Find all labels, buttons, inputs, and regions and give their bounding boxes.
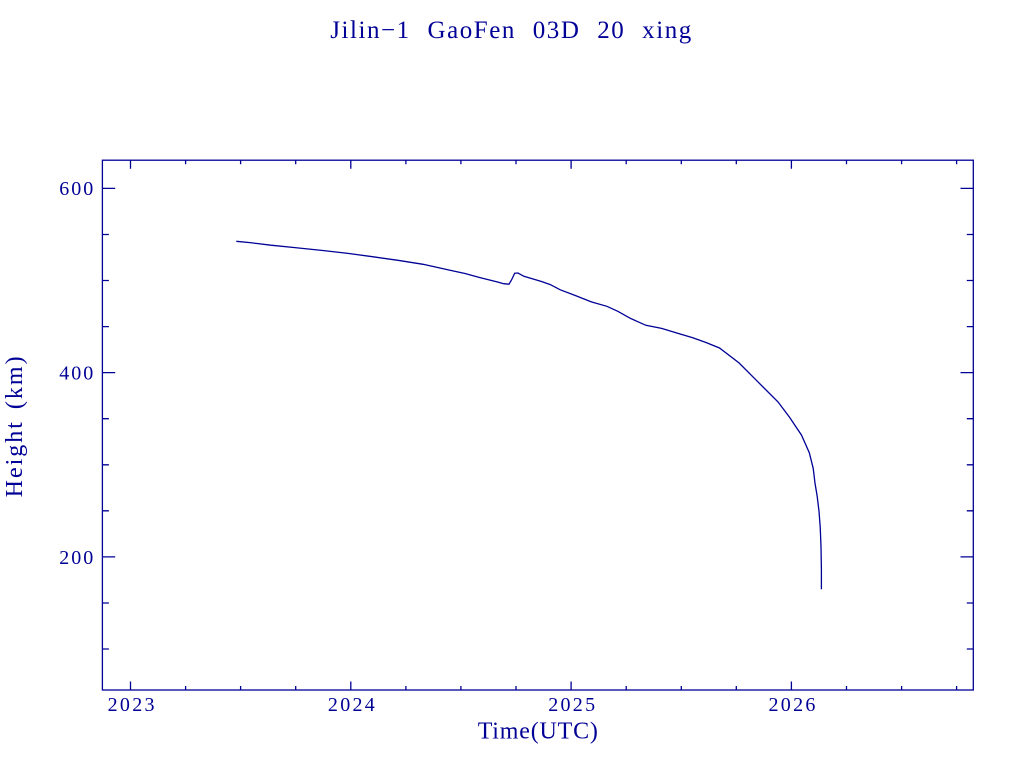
svg-text:2024: 2024 xyxy=(328,694,377,716)
svg-text:200: 200 xyxy=(59,547,95,569)
svg-text:2025: 2025 xyxy=(548,694,597,716)
svg-text:Height (km): Height (km) xyxy=(2,354,28,497)
svg-text:Jilin−1 GaoFen 03D 20 xing: Jilin−1 GaoFen 03D 20 xing xyxy=(330,17,693,44)
svg-text:2023: 2023 xyxy=(108,694,157,716)
svg-text:600: 600 xyxy=(59,178,95,200)
svg-text:400: 400 xyxy=(59,362,95,384)
svg-text:2026: 2026 xyxy=(768,694,817,716)
svg-text:Time(UTC): Time(UTC) xyxy=(478,718,599,744)
